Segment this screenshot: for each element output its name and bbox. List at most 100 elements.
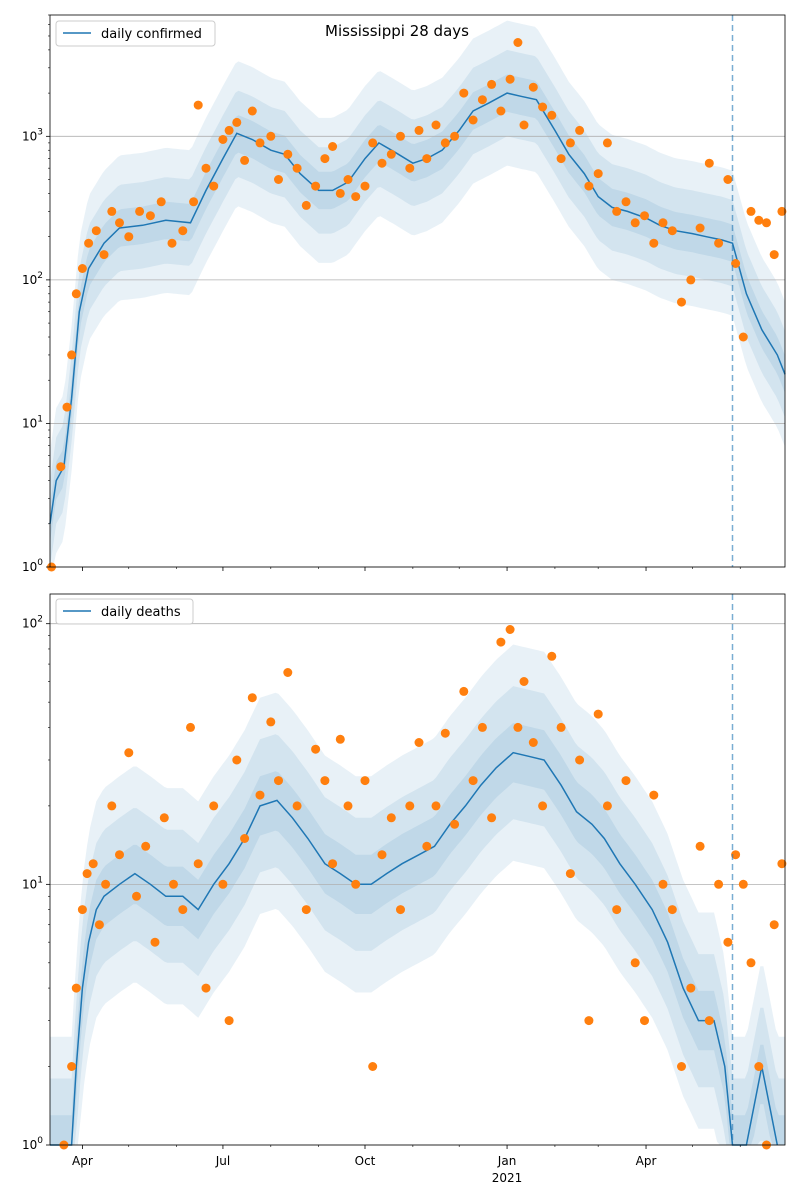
confirmed-legend: daily confirmed [55, 20, 216, 47]
data-point [101, 879, 111, 889]
data-point [320, 154, 330, 164]
data-point [132, 891, 141, 901]
data-point [67, 1062, 77, 1071]
data-point [459, 686, 469, 696]
data-point [255, 138, 265, 148]
data-point [224, 125, 234, 135]
data-point [762, 218, 771, 228]
data-point [274, 776, 283, 786]
data-point [201, 163, 211, 173]
data-point [621, 776, 631, 786]
data-point [301, 905, 311, 915]
data-point [440, 138, 450, 148]
y-tick-exponent: 1 [37, 414, 43, 424]
data-point [368, 1062, 378, 1071]
deaths-legend: daily deaths [55, 598, 194, 625]
legend-label-deaths: daily deaths [101, 605, 181, 620]
data-point [201, 983, 211, 993]
data-point [156, 197, 166, 207]
data-point [704, 1016, 714, 1026]
data-point [292, 163, 302, 173]
data-point [335, 734, 345, 744]
data-point [677, 1062, 686, 1071]
data-point [311, 181, 321, 191]
data-point [247, 106, 257, 116]
data-point [422, 841, 432, 851]
data-point [777, 859, 787, 869]
data-point [431, 801, 441, 811]
x-year-label: 2021 [492, 1171, 523, 1185]
data-point [468, 115, 478, 125]
data-point [649, 238, 659, 248]
data-point [513, 722, 523, 732]
data-point [431, 120, 441, 130]
data-point [584, 1016, 594, 1026]
legend-box [55, 20, 216, 47]
data-point [450, 819, 460, 829]
data-point [519, 677, 529, 686]
data-point [414, 125, 424, 135]
data-point [247, 693, 257, 703]
data-point [723, 937, 733, 947]
data-point [266, 131, 276, 141]
legend-box [55, 598, 194, 625]
data-point [99, 250, 109, 260]
data-point [377, 158, 387, 168]
y-tick-label: 100 [22, 558, 43, 574]
data-point [240, 155, 250, 165]
data-point [88, 859, 98, 869]
data-point [377, 850, 387, 860]
data-point [640, 1016, 649, 1026]
deaths-line-layer [50, 751, 779, 1146]
data-point [71, 289, 81, 299]
uncertainty-band-3 [50, 74, 785, 543]
data-point [335, 188, 345, 198]
data-point [77, 264, 87, 273]
data-point [630, 218, 640, 228]
data-point [667, 905, 677, 915]
x-tick-label: Jan [497, 1154, 517, 1168]
data-point [343, 801, 353, 811]
data-point [145, 211, 155, 221]
data-point [169, 879, 178, 889]
data-point [232, 755, 242, 765]
data-point [769, 250, 779, 260]
data-point [178, 905, 188, 915]
plot-frame [49, 14, 786, 568]
y-tick-label: 103 [22, 127, 43, 143]
data-point [584, 181, 594, 191]
data-point [731, 259, 741, 268]
data-point [640, 211, 649, 221]
data-point [224, 1016, 234, 1026]
data-point [450, 131, 460, 141]
data-point [320, 776, 330, 786]
data-point [405, 801, 415, 811]
data-point [328, 859, 338, 869]
data-point [115, 218, 124, 228]
data-point [124, 232, 134, 242]
uncertainty-band-2 [50, 686, 785, 1145]
data-point [496, 106, 506, 116]
data-point [677, 297, 686, 307]
data-point [351, 879, 361, 889]
data-point [769, 920, 779, 930]
legend-label-confirmed: daily confirmed [101, 27, 202, 42]
data-point [193, 100, 203, 110]
x-tick-label: Apr [72, 1154, 93, 1168]
data-point [612, 905, 622, 915]
data-point [695, 841, 705, 851]
data-point [351, 192, 361, 202]
data-point [667, 226, 677, 236]
data-point [150, 937, 160, 947]
data-point [386, 813, 396, 823]
data-point [593, 709, 603, 719]
uncertainty-band-3 [50, 723, 785, 1145]
data-point [56, 462, 66, 472]
x-tick-label: Jul [215, 1154, 230, 1168]
data-point [704, 158, 714, 168]
data-point [477, 95, 487, 105]
y-tick-exponent: 2 [37, 615, 43, 625]
data-point [547, 110, 557, 120]
data-point [189, 197, 199, 207]
